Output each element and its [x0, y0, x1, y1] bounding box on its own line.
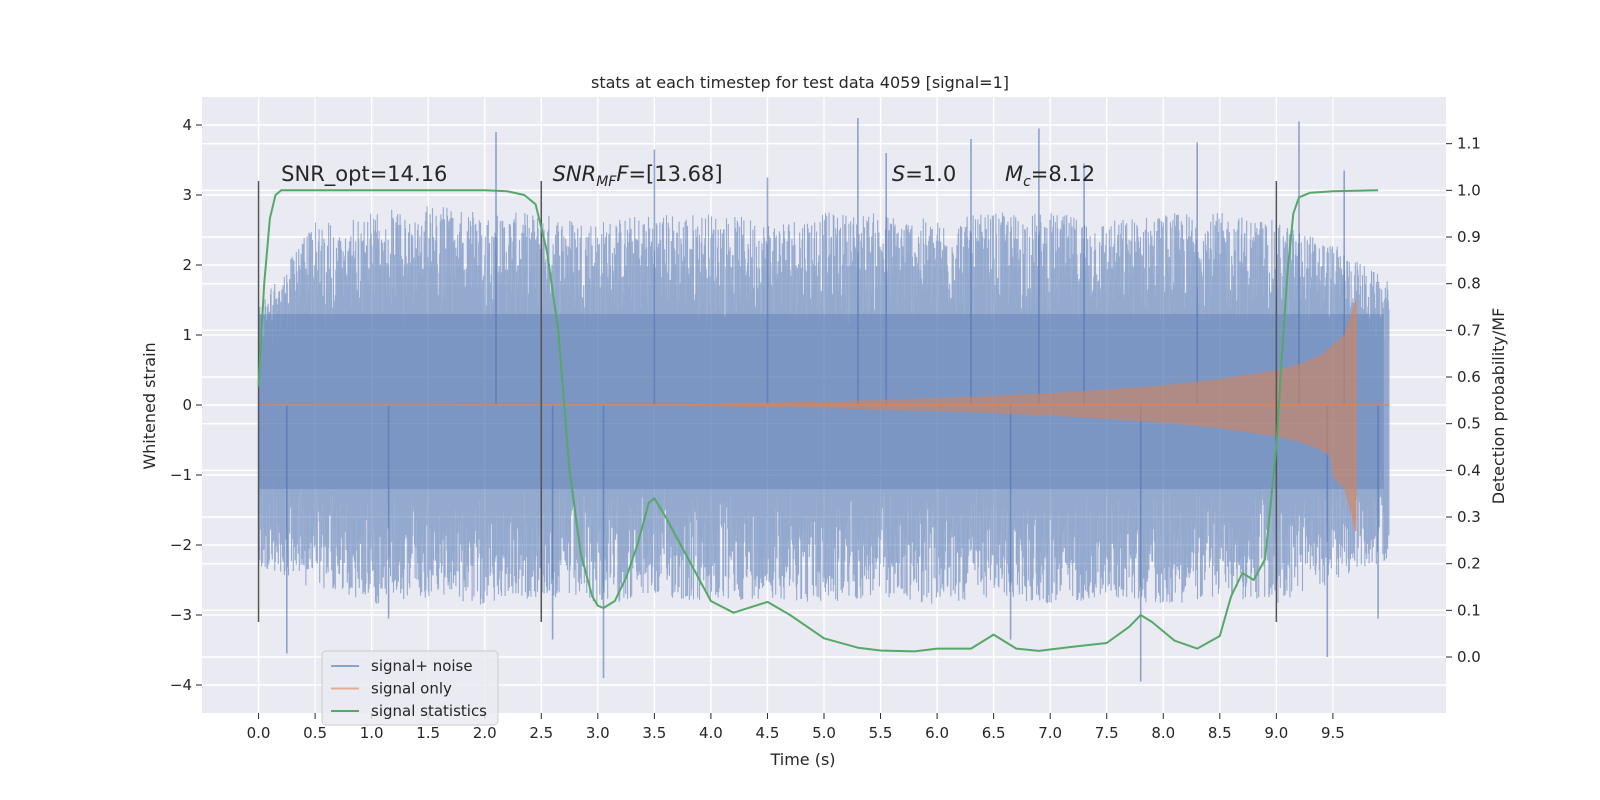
annotation-text: SNRMFF=[13.68] [553, 162, 723, 190]
chart-title: stats at each timestep for test data 405… [591, 73, 1009, 92]
y2-tick-label: 0.2 [1457, 555, 1481, 573]
x-axis-ticks: 0.0 0.5 1.0 1.5 2.0 2.5 3.0 3.5 4.0 4.5 5.0 5.5 6.0 6… [247, 713, 1345, 742]
y2-tick-label: 0.3 [1457, 508, 1481, 526]
x-tick-label: 8.0 [1151, 724, 1175, 742]
signal-statistics-line [257, 189, 1379, 653]
y2-tick-label: 1.0 [1457, 181, 1481, 199]
x-tick-label: 9.5 [1321, 724, 1345, 742]
vertical-markers [257, 181, 1278, 622]
y-tick-label: 0 [182, 396, 192, 414]
annotation-text: S=1.0 [892, 162, 956, 186]
x-tick-label: 4.0 [699, 724, 723, 742]
x-tick-label: 5.5 [869, 724, 893, 742]
y2-tick-label: 0.1 [1457, 601, 1481, 619]
y2-tick-label: 0.4 [1457, 461, 1481, 479]
y2-tick-label: 0.7 [1457, 321, 1481, 339]
x-tick-label: 6.0 [925, 724, 949, 742]
annotation-text: Mc=8.12 [1005, 162, 1095, 190]
y-axis-ticks: −4 −3 −2 −1 0 1 2 3 4 [170, 116, 202, 694]
x-tick-label: 1.0 [360, 724, 384, 742]
y2-tick-label: 0.9 [1457, 228, 1481, 246]
x-tick-label: 6.5 [982, 724, 1006, 742]
series-signal-only [258, 300, 1390, 531]
x-axis-label: Time (s) [769, 750, 835, 769]
x-tick-label: 2.5 [529, 724, 553, 742]
y-tick-label: 2 [182, 256, 192, 274]
legend-label: signal statistics [371, 702, 487, 720]
y-tick-label: −2 [170, 536, 192, 554]
y2-axis-ticks: 0.0 0.1 0.2 0.3 0.4 0.5 0.6 0.7 0.8 0.9 1.0 1.1 [1446, 135, 1481, 666]
x-tick-label: 8.5 [1208, 724, 1232, 742]
y2-tick-label: 1.1 [1457, 135, 1481, 153]
y-tick-label: 1 [182, 326, 192, 344]
y-tick-label: −4 [170, 676, 192, 694]
legend-box [321, 650, 499, 726]
x-tick-label: 2.0 [473, 724, 497, 742]
signal-noise-peaks [286, 118, 1379, 682]
x-tick-label: 5.0 [812, 724, 836, 742]
x-tick-label: 3.0 [586, 724, 610, 742]
y2-tick-label: 0.5 [1457, 415, 1481, 433]
y-tick-label: −1 [170, 466, 192, 484]
signal-only-envelope [258, 300, 1356, 531]
annotations: SNR_opt=14.16 SNRMFF=[13.68] S=1.0 Mc=8.12 [281, 162, 1095, 190]
x-tick-label: 0.0 [247, 724, 271, 742]
x-tick-label: 9.0 [1264, 724, 1288, 742]
legend-label: signal+ noise [371, 657, 473, 675]
legend: signal+ noise signal only signal statistic… [321, 650, 499, 726]
x-tick-label: 1.5 [416, 724, 440, 742]
series-signal-statistics [257, 189, 1379, 653]
y2-tick-label: 0.6 [1457, 368, 1481, 386]
y2-tick-label: 0.8 [1457, 275, 1481, 293]
annotation-text: SNR_opt=14.16 [281, 162, 447, 187]
y-axis-label: Whitened strain [140, 342, 159, 469]
y-tick-label: −3 [170, 606, 192, 624]
y-tick-label: 4 [182, 116, 192, 134]
legend-label: signal only [371, 680, 452, 698]
x-tick-label: 4.5 [756, 724, 780, 742]
x-tick-label: 3.5 [642, 724, 666, 742]
x-tick-label: 7.5 [1095, 724, 1119, 742]
y2-tick-label: 0.0 [1457, 648, 1481, 666]
x-tick-label: 7.0 [1038, 724, 1062, 742]
y2-axis-label: Detection probability/MF [1489, 308, 1508, 505]
y-tick-label: 3 [182, 186, 192, 204]
x-tick-label: 0.5 [303, 724, 327, 742]
